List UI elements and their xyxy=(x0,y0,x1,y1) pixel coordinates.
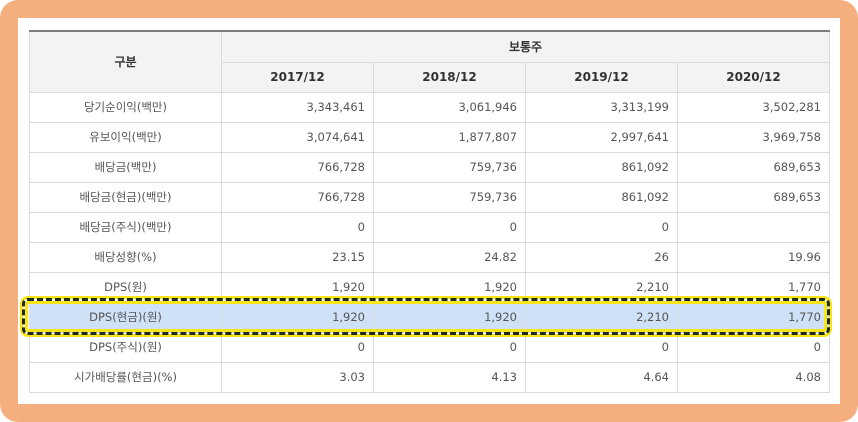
cell-value: 3,061,946 xyxy=(373,91,526,123)
table-row: DPS(주식)(원) 0 0 0 0 xyxy=(29,331,830,363)
row-label: 배당성향(%) xyxy=(29,241,222,273)
cell-value: 3,313,199 xyxy=(525,91,678,123)
table-row: 배당금(현금)(백만) 766,728 759,736 861,092 689,… xyxy=(29,181,830,213)
header-year: 2019/12 xyxy=(525,61,678,93)
cell-value: 0 xyxy=(221,331,374,363)
row-label: DPS(주식)(원) xyxy=(29,331,222,363)
cell-value: 2,210 xyxy=(525,271,678,303)
row-label: 당기순이익(백만) xyxy=(29,91,222,123)
table-row: DPS(원) 1,920 1,920 2,210 1,770 xyxy=(29,271,830,303)
cell-value: 0 xyxy=(221,211,374,243)
row-label: DPS(원) xyxy=(29,271,222,303)
cell-value: 23.15 xyxy=(221,241,374,273)
cell-value: 861,092 xyxy=(525,181,678,213)
row-label: 배당금(백만) xyxy=(29,151,222,183)
cell-value: 0 xyxy=(525,211,678,243)
cell-value: 1,920 xyxy=(373,301,526,333)
cell-value: 4.08 xyxy=(677,361,830,393)
cell-value: 1,877,807 xyxy=(373,121,526,153)
row-label: 유보이익(백만) xyxy=(29,121,222,153)
cell-value: 759,736 xyxy=(373,181,526,213)
dividend-table: 구분 보통주 2017/12 2018/12 2019/12 2020/12 당… xyxy=(29,30,830,393)
cell-value: 1,920 xyxy=(221,271,374,303)
cell-value: 3,502,281 xyxy=(677,91,830,123)
cell-value: 24.82 xyxy=(373,241,526,273)
cell-value: 3,074,641 xyxy=(221,121,374,153)
header-year: 2020/12 xyxy=(677,61,830,93)
row-label: DPS(현금)(원) xyxy=(29,301,222,333)
table-row: 배당성향(%) 23.15 24.82 26 19.96 xyxy=(29,241,830,273)
cell-value: 0 xyxy=(373,331,526,363)
table-row: 당기순이익(백만) 3,343,461 3,061,946 3,313,199 … xyxy=(29,91,830,123)
row-label: 배당금(현금)(백만) xyxy=(29,181,222,213)
row-label: 배당금(주식)(백만) xyxy=(29,211,222,243)
table-row: 시가배당률(현금)(%) 3.03 4.13 4.64 4.08 xyxy=(29,361,830,393)
cell-value: 3.03 xyxy=(221,361,374,393)
cell-value: 689,653 xyxy=(677,151,830,183)
cell-value: 3,969,758 xyxy=(677,121,830,153)
cell-value: 1,770 xyxy=(677,271,830,303)
cell-value: 0 xyxy=(373,211,526,243)
cell-value: 2,210 xyxy=(525,301,678,333)
row-label: 시가배당률(현금)(%) xyxy=(29,361,222,393)
cell-value: 766,728 xyxy=(221,151,374,183)
cell-value: 1,770 xyxy=(677,301,830,333)
cell-value: 3,343,461 xyxy=(221,91,374,123)
cell-value: 4.64 xyxy=(525,361,678,393)
cell-value: 19.96 xyxy=(677,241,830,273)
cell-value: 2,997,641 xyxy=(525,121,678,153)
cell-value: 766,728 xyxy=(221,181,374,213)
cell-value: 689,653 xyxy=(677,181,830,213)
cell-value: 0 xyxy=(525,331,678,363)
cell-value: 861,092 xyxy=(525,151,678,183)
header-category: 구분 xyxy=(29,30,222,93)
header-group-common-stock: 보통주 xyxy=(221,30,830,63)
cell-value: 0 xyxy=(677,331,830,363)
cell-value: 759,736 xyxy=(373,151,526,183)
cell-value: 4.13 xyxy=(373,361,526,393)
header-year: 2017/12 xyxy=(221,61,374,93)
cell-value: 1,920 xyxy=(221,301,374,333)
table-row: 배당금(주식)(백만) 0 0 0 xyxy=(29,211,830,243)
table-row: 배당금(백만) 766,728 759,736 861,092 689,653 xyxy=(29,151,830,183)
table-row: 유보이익(백만) 3,074,641 1,877,807 2,997,641 3… xyxy=(29,121,830,153)
header-year: 2018/12 xyxy=(373,61,526,93)
cell-value: 26 xyxy=(525,241,678,273)
cell-value: 1,920 xyxy=(373,271,526,303)
cell-value xyxy=(677,211,830,243)
table-row-highlighted: DPS(현금)(원) 1,920 1,920 2,210 1,770 xyxy=(29,301,830,333)
